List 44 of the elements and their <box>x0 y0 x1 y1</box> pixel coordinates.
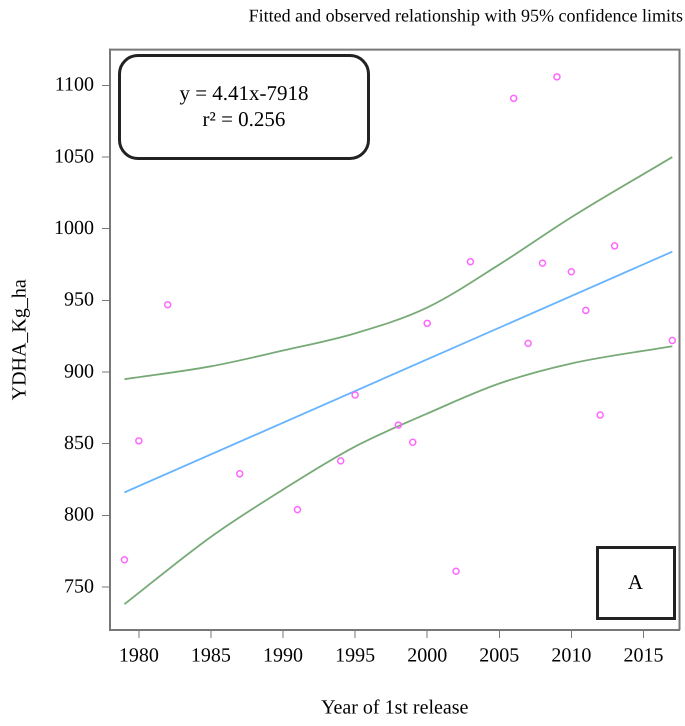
x-tick-label: 2005 <box>479 644 520 666</box>
point <box>524 340 532 348</box>
x-tick-label: 1995 <box>335 644 376 666</box>
x-tick-label: 2000 <box>407 644 448 666</box>
y-tick-label: 800 <box>64 504 94 526</box>
point <box>538 259 546 267</box>
point <box>236 470 244 478</box>
point <box>668 336 676 344</box>
x-axis-title: Year of 1st release <box>321 696 469 718</box>
y-tick-label: 1000 <box>54 216 94 239</box>
chart-title: Fitted and observed relationship with 95% confidence limits <box>248 6 683 26</box>
point <box>423 320 431 328</box>
annotation: y = 4.41x-7918 r² = 0.256 <box>118 54 370 160</box>
y-tick-label: 1100 <box>54 74 94 96</box>
point <box>294 506 302 514</box>
x-tick-label: 2010 <box>551 644 592 666</box>
line-series <box>124 156 674 380</box>
x-tick-label: 1985 <box>190 644 231 666</box>
x-tick-label: 1980 <box>118 644 159 666</box>
point <box>452 567 460 575</box>
x-tick-label: 1990 <box>263 644 304 666</box>
point <box>135 437 143 445</box>
x-tick-label: 2015 <box>623 644 664 666</box>
point <box>351 391 359 399</box>
point <box>582 306 590 314</box>
y-tick-label: 1050 <box>54 145 94 168</box>
y-tick-label: 900 <box>64 360 94 382</box>
point <box>610 242 618 250</box>
point <box>466 258 474 266</box>
point <box>336 457 344 465</box>
point <box>164 300 172 308</box>
line-series <box>124 345 674 606</box>
point <box>568 268 576 276</box>
point <box>553 73 561 81</box>
point <box>409 438 417 446</box>
point <box>596 411 604 419</box>
y-tick-label: 850 <box>64 432 94 454</box>
point <box>510 94 518 102</box>
annotation: A <box>596 546 676 620</box>
point <box>394 421 402 429</box>
point <box>120 556 128 564</box>
y-tick-label: 750 <box>64 575 94 598</box>
y-tick-label: 950 <box>64 288 94 311</box>
y-axis-title: YDHA_Kg_ha <box>8 279 30 400</box>
